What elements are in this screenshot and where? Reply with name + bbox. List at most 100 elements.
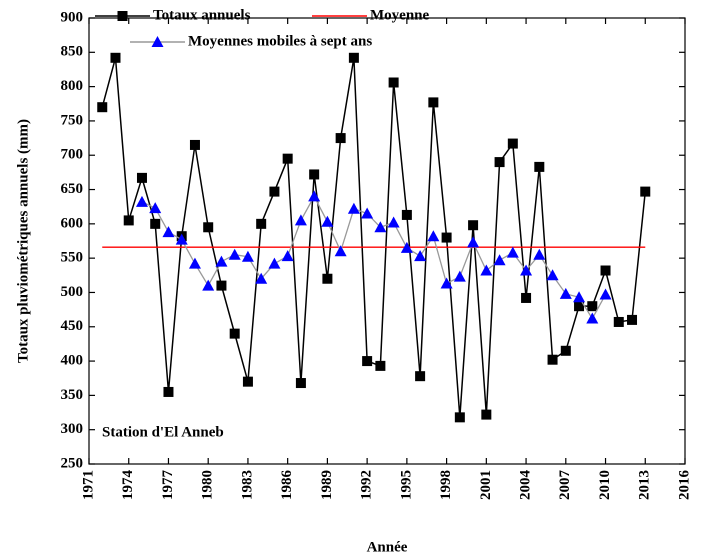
data-point — [520, 264, 533, 276]
x-tick-label: 1989 — [319, 470, 335, 500]
data-point — [559, 287, 572, 299]
data-point — [428, 97, 439, 108]
data-point — [150, 218, 161, 229]
data-point — [294, 214, 307, 226]
data-point — [573, 291, 586, 303]
y-tick-label: 750 — [61, 112, 84, 128]
data-point — [282, 153, 293, 164]
data-point — [414, 250, 427, 262]
data-point — [149, 202, 162, 214]
data-point — [334, 245, 347, 257]
data-point — [480, 264, 493, 276]
data-point — [401, 209, 412, 220]
y-tick-label: 550 — [61, 250, 84, 266]
x-tick-label: 1998 — [438, 470, 454, 500]
data-point — [229, 328, 240, 339]
data-point — [574, 301, 585, 312]
data-point — [521, 292, 532, 303]
y-tick-label: 500 — [61, 284, 84, 300]
y-tick-label: 300 — [61, 421, 84, 437]
data-point — [162, 226, 175, 238]
y-tick-label: 650 — [61, 181, 84, 197]
data-point — [135, 195, 148, 207]
x-tick-label: 1995 — [398, 470, 414, 500]
data-point — [188, 257, 201, 269]
data-point — [321, 215, 334, 227]
data-point — [534, 161, 545, 172]
data-point — [599, 288, 612, 300]
data-point — [546, 269, 559, 281]
data-point — [136, 172, 147, 183]
legend-marker — [117, 11, 128, 21]
data-point — [547, 354, 558, 365]
data-point — [97, 102, 108, 113]
x-tick-label: 2016 — [676, 470, 692, 501]
legend-marker — [151, 36, 164, 47]
y-tick-label: 600 — [61, 215, 84, 231]
data-point — [587, 301, 598, 312]
y-tick-label: 850 — [61, 44, 84, 60]
data-point — [374, 221, 387, 233]
data-point — [189, 139, 200, 150]
y-tick-label: 450 — [61, 318, 84, 334]
y-tick-label: 350 — [61, 387, 84, 403]
x-tick-label: 1986 — [279, 470, 295, 501]
data-point — [387, 216, 400, 228]
data-point — [415, 371, 426, 382]
x-tick-label: 2001 — [478, 470, 494, 500]
data-point — [507, 138, 518, 149]
x-tick-label: 1974 — [120, 470, 136, 501]
data-point — [560, 345, 571, 356]
data-point — [255, 272, 268, 284]
data-point — [163, 386, 174, 397]
data-point — [494, 157, 505, 168]
data-point — [613, 316, 624, 327]
data-point — [388, 77, 399, 88]
x-tick-label: 2010 — [597, 470, 613, 500]
x-tick-label: 1980 — [200, 470, 216, 500]
data-point — [268, 257, 281, 269]
x-tick-label: 2007 — [557, 470, 573, 501]
annotation: Station d'El Anneb — [102, 424, 224, 440]
legend-label: Moyenne — [370, 7, 430, 23]
data-point — [175, 233, 188, 245]
data-point — [454, 412, 465, 423]
data-point — [468, 220, 479, 231]
y-tick-label: 250 — [61, 455, 84, 471]
data-point — [362, 356, 373, 367]
data-point — [123, 215, 134, 226]
data-point — [110, 52, 121, 63]
x-tick-label: 1983 — [239, 470, 255, 500]
data-point — [375, 360, 386, 371]
y-axis-label: Totaux pluviométriques annuels (mm) — [15, 119, 31, 363]
data-point — [295, 378, 306, 389]
data-point — [493, 254, 506, 266]
x-tick-label: 2004 — [518, 470, 534, 501]
x-tick-label: 1977 — [160, 470, 176, 501]
data-point — [453, 270, 466, 282]
data-point — [347, 202, 360, 214]
data-point — [440, 277, 453, 289]
data-point — [202, 279, 215, 291]
data-point — [281, 250, 294, 262]
data-point — [309, 169, 320, 180]
data-point — [203, 222, 214, 233]
data-point — [481, 409, 492, 420]
data-point — [322, 273, 333, 284]
x-tick-label: 1971 — [80, 470, 96, 500]
data-point — [441, 232, 452, 243]
data-point — [308, 190, 321, 202]
legend-label: Totaux annuels — [153, 7, 251, 23]
data-point — [335, 133, 346, 144]
data-point — [627, 314, 638, 325]
data-point — [215, 255, 228, 267]
y-tick-label: 800 — [61, 78, 84, 94]
data-point — [533, 248, 546, 260]
data-point — [400, 241, 413, 253]
data-point — [228, 248, 241, 260]
data-point — [256, 218, 267, 229]
legend-label: Moyennes mobiles à sept ans — [188, 33, 372, 49]
data-point — [269, 186, 280, 197]
data-point — [640, 186, 651, 197]
